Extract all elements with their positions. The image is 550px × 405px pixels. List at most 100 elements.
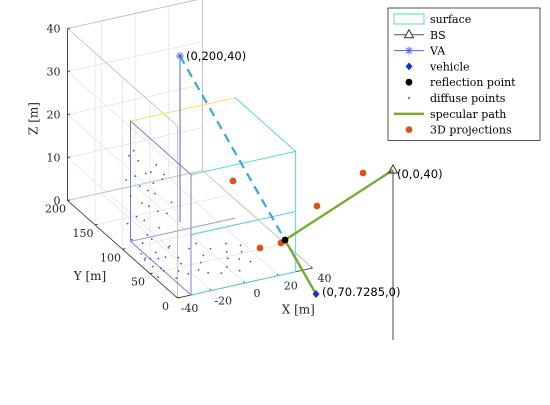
diffuse-point bbox=[200, 261, 202, 264]
diffuse-point bbox=[146, 189, 149, 192]
legend-entry: diffuse points bbox=[408, 92, 506, 105]
legend-entry: VA bbox=[394, 45, 446, 58]
legend-marker bbox=[405, 46, 413, 55]
projection-point bbox=[256, 244, 264, 252]
diffuse-point bbox=[141, 242, 144, 244]
z-tick-mark bbox=[67, 113, 71, 115]
diffuse-point bbox=[135, 215, 138, 218]
legend-swatch bbox=[393, 13, 425, 25]
projection-point bbox=[229, 177, 237, 185]
z-tick-mark bbox=[67, 199, 71, 201]
diffuse-point bbox=[240, 251, 243, 253]
diffuse-point bbox=[132, 149, 135, 152]
x-tick-label: 40 bbox=[318, 272, 332, 285]
diffuse-point bbox=[140, 202, 143, 205]
diffuse-point bbox=[202, 254, 205, 257]
diffuse-point bbox=[225, 266, 228, 268]
diffuse-point bbox=[144, 172, 147, 175]
legend-entry: specular path bbox=[394, 108, 506, 121]
legend-marker bbox=[405, 126, 413, 133]
diffuse-point bbox=[162, 269, 165, 272]
z-tick-label: 20 bbox=[47, 109, 61, 122]
z-tick-label: 40 bbox=[47, 23, 61, 36]
diffuse-point bbox=[156, 210, 159, 213]
y-tick-label: 150 bbox=[73, 227, 94, 240]
diffuse-point bbox=[180, 262, 182, 265]
diffuse-point bbox=[225, 250, 228, 253]
diffuse-point bbox=[150, 238, 153, 240]
diffuse-point bbox=[162, 173, 165, 176]
diffuse-point bbox=[157, 276, 160, 279]
legend-label: BS bbox=[430, 29, 446, 42]
legend: surface BS VA vehicle reflection point diffus… bbox=[387, 7, 541, 141]
vehicle-label: (0,70.7285,0) bbox=[322, 285, 400, 299]
diffuse-point bbox=[249, 260, 252, 263]
legend-label: VA bbox=[429, 45, 446, 58]
legend-label: reflection point bbox=[430, 76, 516, 89]
grid-line bbox=[67, 41, 203, 72]
y-tick-mark bbox=[94, 223, 98, 226]
box-edge bbox=[67, 0, 198, 29]
diffuse-point bbox=[170, 201, 173, 204]
diffuse-point bbox=[159, 267, 162, 270]
x-tick-label: 0 bbox=[254, 287, 261, 300]
box-edge bbox=[202, 170, 313, 269]
va-label: (0,200,40) bbox=[186, 49, 246, 63]
y-tick-label: 100 bbox=[100, 251, 121, 264]
legend-marker bbox=[405, 62, 413, 71]
diffuse-point bbox=[143, 259, 146, 261]
x-tick-label: -20 bbox=[214, 295, 232, 308]
z-tick-mark bbox=[67, 70, 71, 72]
legend-entry: 3D projections bbox=[405, 124, 512, 137]
diffuse-point bbox=[167, 246, 170, 249]
grid-line bbox=[94, 194, 231, 226]
x-tick-mark bbox=[310, 266, 313, 269]
legend-label: 3D projections bbox=[430, 124, 512, 137]
grid-line bbox=[122, 218, 258, 250]
diffuse-point bbox=[187, 272, 190, 275]
diffuse-point bbox=[177, 270, 180, 272]
surface-layer bbox=[130, 97, 297, 297]
diffuse-point bbox=[134, 175, 137, 178]
x-axis-label: X [m] bbox=[282, 302, 315, 316]
diffuse-point bbox=[177, 256, 180, 259]
diffuse-point bbox=[209, 247, 212, 250]
legend-marker bbox=[408, 97, 410, 99]
diffuse-point bbox=[146, 234, 149, 236]
diffuse-point bbox=[175, 277, 178, 280]
y-tick-mark bbox=[149, 272, 153, 275]
diffuse-point bbox=[153, 192, 156, 195]
grid-line bbox=[67, 71, 178, 170]
diffuse-point bbox=[128, 154, 131, 157]
x-tick-label: -40 bbox=[181, 302, 199, 315]
surface-top-edge bbox=[234, 97, 296, 152]
diffuse-point bbox=[166, 212, 168, 215]
legend-label: specular path bbox=[430, 108, 506, 121]
legend-marker bbox=[405, 78, 413, 86]
diffuse-point bbox=[149, 171, 152, 173]
diffuse-point bbox=[137, 159, 140, 162]
star-stroke bbox=[176, 52, 184, 60]
specular-path-segment bbox=[284, 168, 394, 242]
diffuse-point bbox=[161, 178, 164, 181]
grid-line bbox=[67, 114, 178, 213]
diffuse-point bbox=[126, 222, 129, 225]
va-marker bbox=[176, 52, 184, 60]
diffuse-point bbox=[158, 226, 161, 229]
projection-point bbox=[359, 169, 367, 177]
z-tick-label: 0 bbox=[54, 195, 61, 208]
diffuse-point bbox=[140, 252, 143, 255]
diffuse-point bbox=[195, 242, 198, 245]
legend-label: vehicle bbox=[429, 60, 470, 73]
legend-entry: vehicle bbox=[405, 60, 470, 73]
diffuse-point bbox=[129, 195, 132, 198]
legend-entry: BS bbox=[394, 28, 446, 42]
reflection-point bbox=[281, 236, 289, 244]
box-edge bbox=[67, 28, 178, 127]
z-axis-label: Z [m] bbox=[27, 102, 41, 135]
diffuse-point bbox=[144, 257, 147, 260]
bs-marker bbox=[387, 163, 399, 174]
